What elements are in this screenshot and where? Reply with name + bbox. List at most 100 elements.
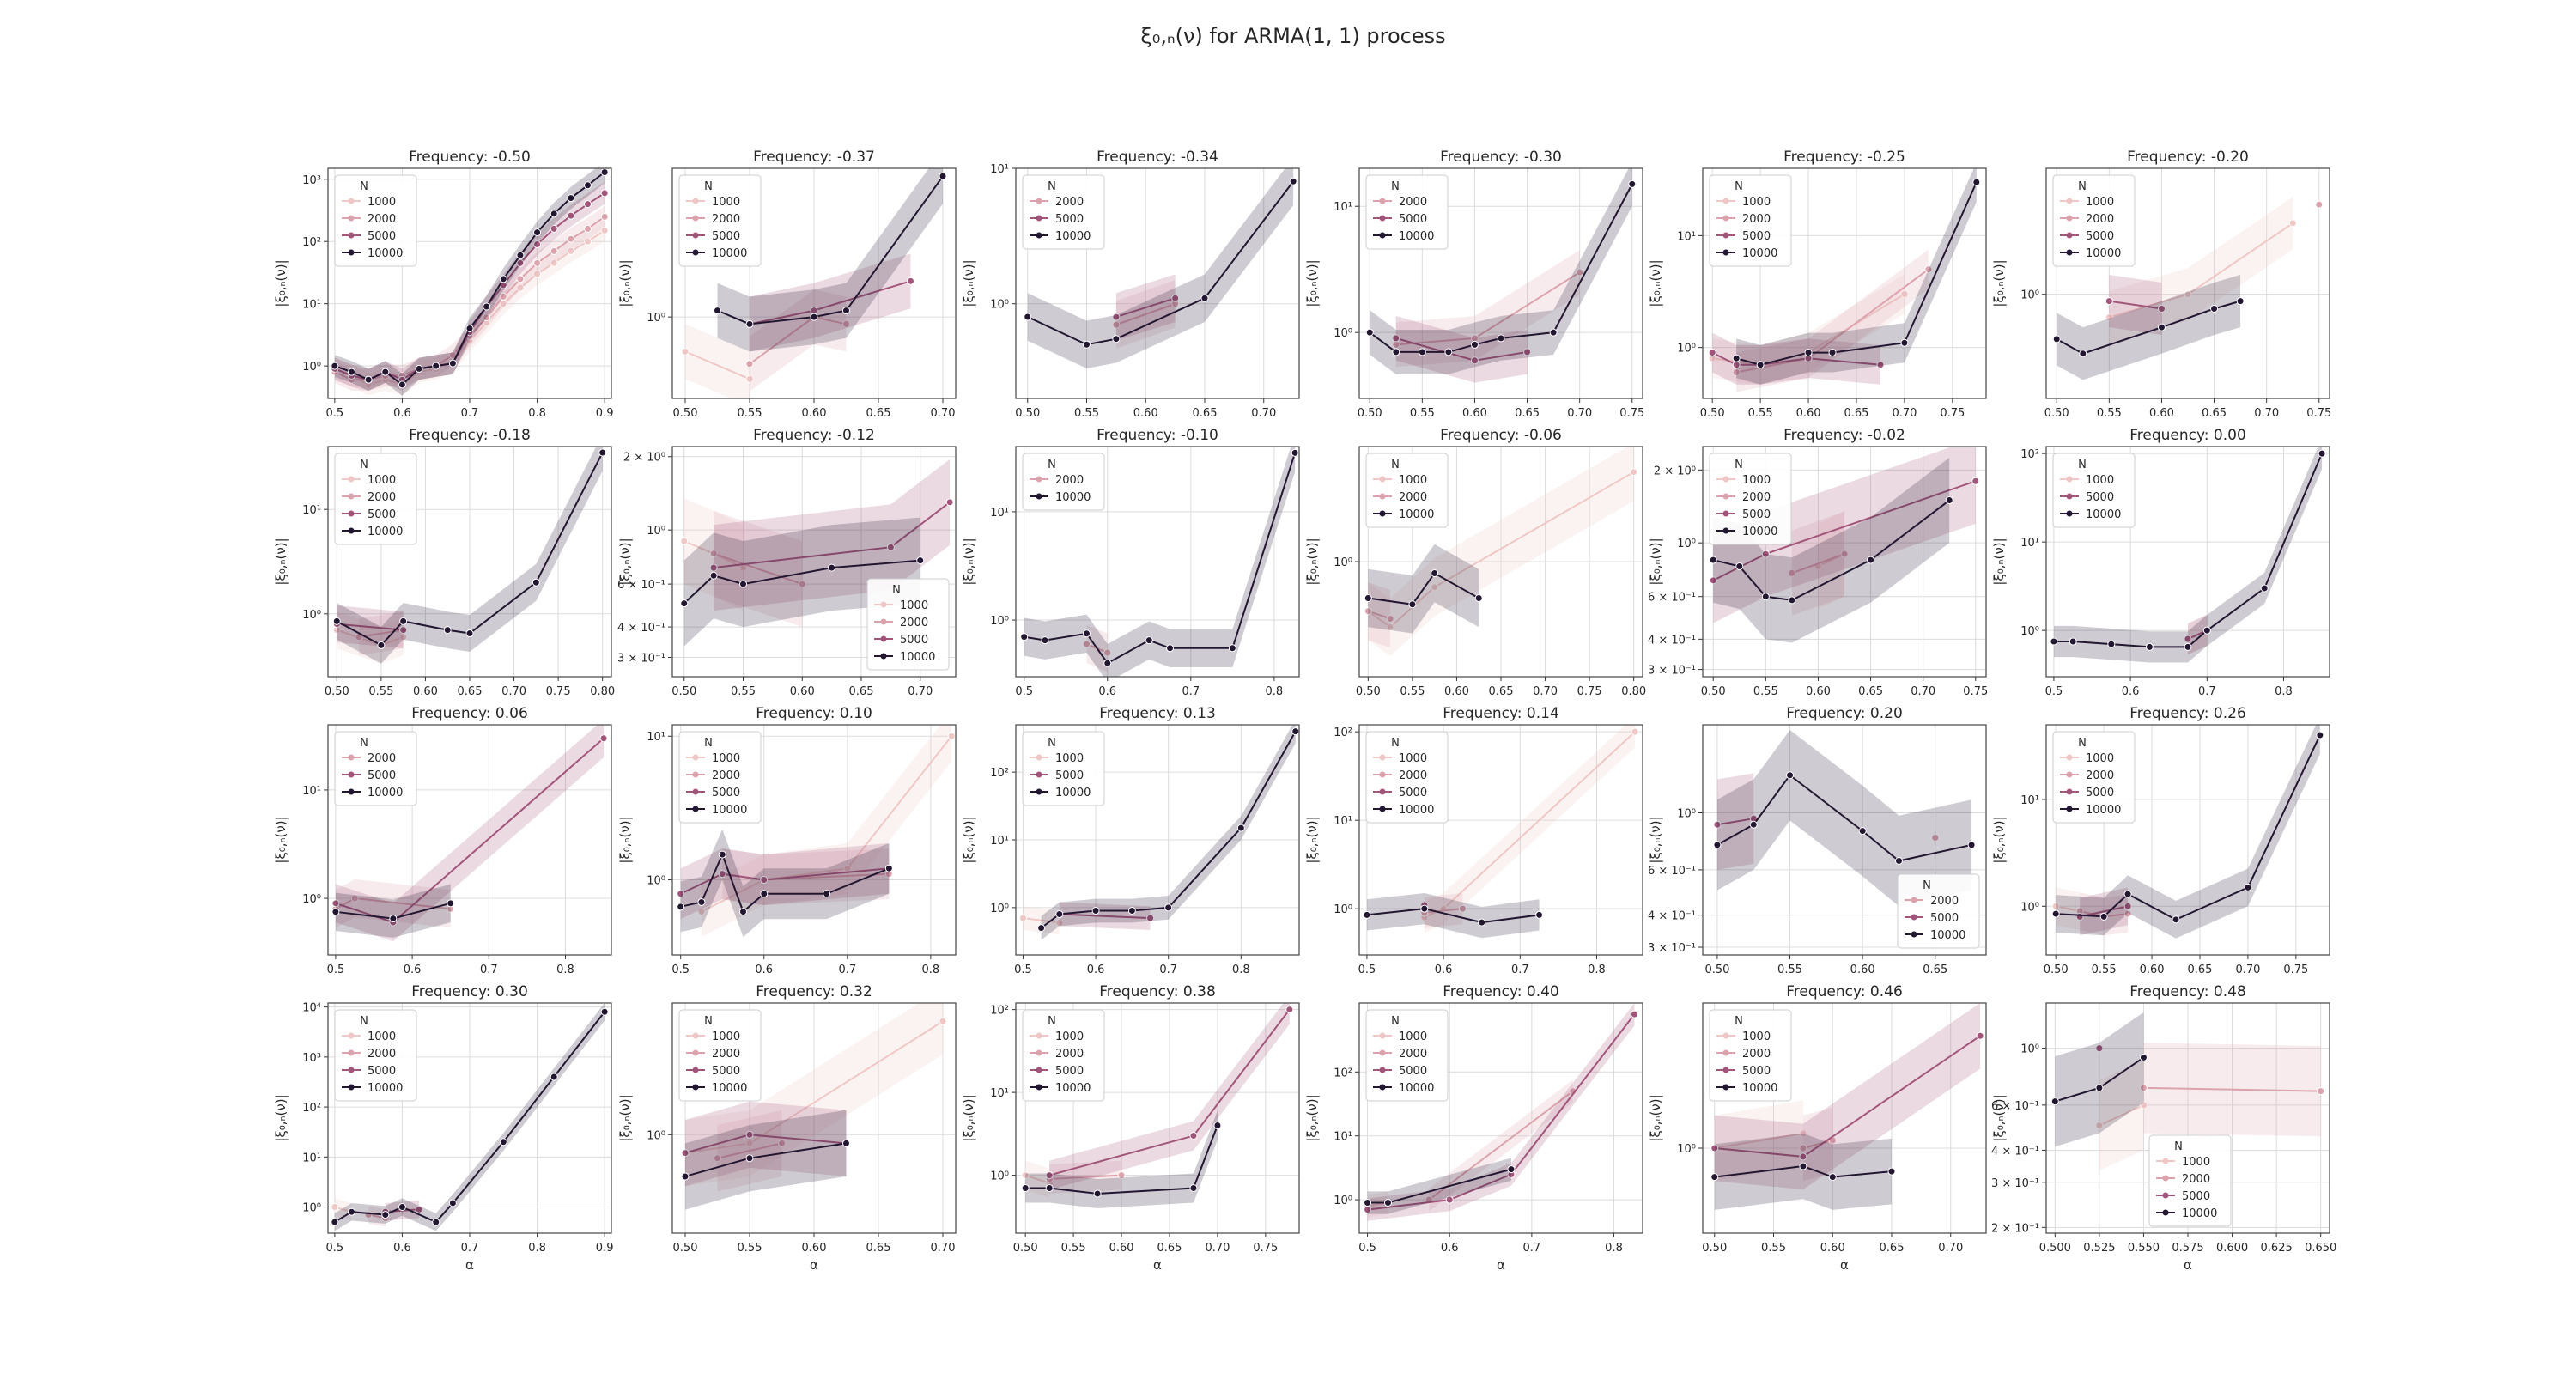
data-point-2000 — [1112, 320, 1121, 329]
data-point-10000 — [584, 181, 592, 190]
data-point-5000 — [677, 890, 685, 898]
x-tick-label: 0.75 — [1940, 407, 1965, 420]
legend-marker-1000 — [348, 198, 355, 204]
data-point-10000 — [2079, 350, 2087, 358]
legend-title: N — [1391, 737, 1400, 750]
data-point-5000 — [599, 734, 608, 743]
x-tick-label: 0.55 — [1777, 964, 1802, 976]
data-point-10000 — [745, 1154, 754, 1163]
x-tick-label: 0.8 — [1605, 1242, 1623, 1255]
panel-title: Frequency: 0.48 — [2129, 983, 2246, 1000]
x-tick-label: 0.6 — [755, 964, 773, 976]
legend-title: N — [704, 737, 713, 750]
legend-marker-5000 — [880, 635, 887, 642]
y-axis-label: |ξ₀,ₙ(ν)| — [273, 816, 289, 863]
confidence-band-10000 — [1025, 1110, 1218, 1208]
y-tick-label: 10⁰ — [1334, 327, 1352, 340]
y-tick-label: 10⁰ — [1334, 556, 1352, 569]
x-tick-label: 0.7 — [838, 964, 856, 976]
axes-frame — [1358, 724, 1643, 956]
series-line-1000 — [1023, 917, 1060, 924]
x-tick-label: 0.8 — [2275, 685, 2293, 698]
x-tick-label: 0.70 — [1567, 407, 1592, 420]
y-tick-label: 10⁴ — [302, 1002, 321, 1015]
data-point-10000 — [745, 319, 754, 328]
panel-title: Frequency: -0.10 — [1097, 427, 1218, 444]
legend-box — [1022, 174, 1105, 250]
panel-6: 0.50 0.55 0.60 0.65 0.70 0.75 0.80 10⁰ 10¹ Freque… — [273, 427, 615, 698]
data-point-1000 — [745, 1139, 754, 1147]
x-tick-label: 0.70 — [1251, 407, 1276, 420]
data-point-10000 — [1444, 348, 1453, 356]
data-point-10000 — [465, 324, 474, 332]
data-point-2000 — [1931, 834, 1940, 842]
series-line-10000 — [1369, 183, 1633, 353]
data-point-5000 — [516, 258, 525, 267]
legend-label-2000: 2000 — [900, 617, 928, 629]
legend-label-5000: 5000 — [1742, 230, 1771, 243]
data-point-10000 — [2318, 449, 2326, 458]
legend-title: N — [1391, 1015, 1400, 1028]
legend-marker-10000 — [1036, 232, 1042, 239]
legend-label-10000: 10000 — [368, 787, 403, 799]
x-tick-label: 0.65 — [1844, 407, 1869, 420]
legend-title: N — [1048, 180, 1056, 193]
x-tick-label: 0.5 — [327, 964, 345, 976]
legend-marker-5000 — [1722, 1067, 1729, 1073]
legend-label-2000: 2000 — [1055, 1048, 1084, 1061]
axes-frame — [1702, 724, 1987, 956]
legend-label-5000: 5000 — [2182, 1190, 2210, 1203]
legend-box — [1022, 731, 1105, 806]
legend-marker-1000 — [2066, 198, 2073, 204]
confidence-band-10000 — [2053, 447, 2323, 663]
legend-title: N — [1391, 459, 1400, 471]
data-point-1000 — [1799, 1129, 1807, 1138]
data-point-2000 — [516, 275, 525, 283]
data-point-10000 — [1083, 340, 1091, 349]
axes-frame — [671, 1002, 957, 1234]
y-tick-label: 10² — [1334, 727, 1352, 739]
legend-box — [2052, 453, 2136, 528]
legend-title: N — [1048, 737, 1056, 750]
legend-marker-10000 — [1036, 493, 1042, 500]
y-axis-label: |ξ₀,ₙ(ν)| — [961, 259, 976, 307]
y-tick-label: 10⁰ — [302, 1202, 321, 1215]
legend-box — [1709, 453, 1792, 545]
data-point-10000 — [2123, 890, 2132, 898]
legend-title: N — [2078, 459, 2087, 471]
confidence-band-5000 — [1713, 447, 1976, 623]
legend-box — [334, 731, 417, 806]
panel-2: 0.50 0.55 0.60 0.65 0.70 10⁰ 10¹ Frequency: -0.… — [961, 149, 1300, 420]
data-point-5000 — [718, 870, 726, 879]
data-point-5000 — [1445, 1195, 1454, 1204]
data-point-5000 — [533, 240, 542, 249]
data-point-5000 — [1285, 1006, 1294, 1014]
panel-8: 0.5 0.6 0.7 0.8 10⁰ 10¹ Frequency: -0.10 |ξ₀,ₙ(… — [961, 427, 1300, 698]
confidence-band-10000 — [1736, 168, 1977, 385]
legend-label-1000: 1000 — [1399, 474, 1427, 487]
x-tick-label: 0.50 — [2044, 964, 2069, 976]
y-axis-label: |ξ₀,ₙ(ν)| — [1991, 259, 2007, 307]
legend-marker-1000 — [1379, 754, 1386, 761]
panel-title: Frequency: 0.10 — [756, 705, 872, 722]
panel-12: 0.5 0.6 0.7 0.8 10⁰ 10¹ Frequency: 0.06 |ξ₀,ₙ(ν… — [273, 705, 612, 976]
y-tick-label: 6 × 10⁻¹ — [1648, 865, 1696, 878]
legend-label-5000: 5000 — [1055, 769, 1084, 782]
data-point-10000 — [483, 302, 491, 311]
legend-box — [1365, 174, 1449, 250]
x-tick-label: 0.7 — [1523, 1242, 1541, 1255]
panel-title: Frequency: -0.12 — [753, 427, 875, 444]
data-point-5000 — [415, 1205, 423, 1213]
legend: N 1000 5000 10000 — [2052, 453, 2136, 528]
data-point-2000 — [350, 894, 359, 903]
figure-title: ξ₀,ₙ(ν) for ARMA(1, 1) process — [1140, 24, 1445, 48]
panel-title: Frequency: 0.06 — [411, 705, 528, 722]
data-point-10000 — [1972, 178, 1981, 186]
legend-label-10000: 10000 — [712, 247, 747, 260]
panel-0: 0.5 0.6 0.7 0.8 0.9 10⁰ 10¹ 10² 10³ Frequency: -0… — [273, 149, 613, 420]
x-tick-label: 0.50 — [1013, 1242, 1038, 1255]
data-point-2000 — [2139, 1084, 2148, 1092]
data-point-10000 — [448, 359, 457, 368]
